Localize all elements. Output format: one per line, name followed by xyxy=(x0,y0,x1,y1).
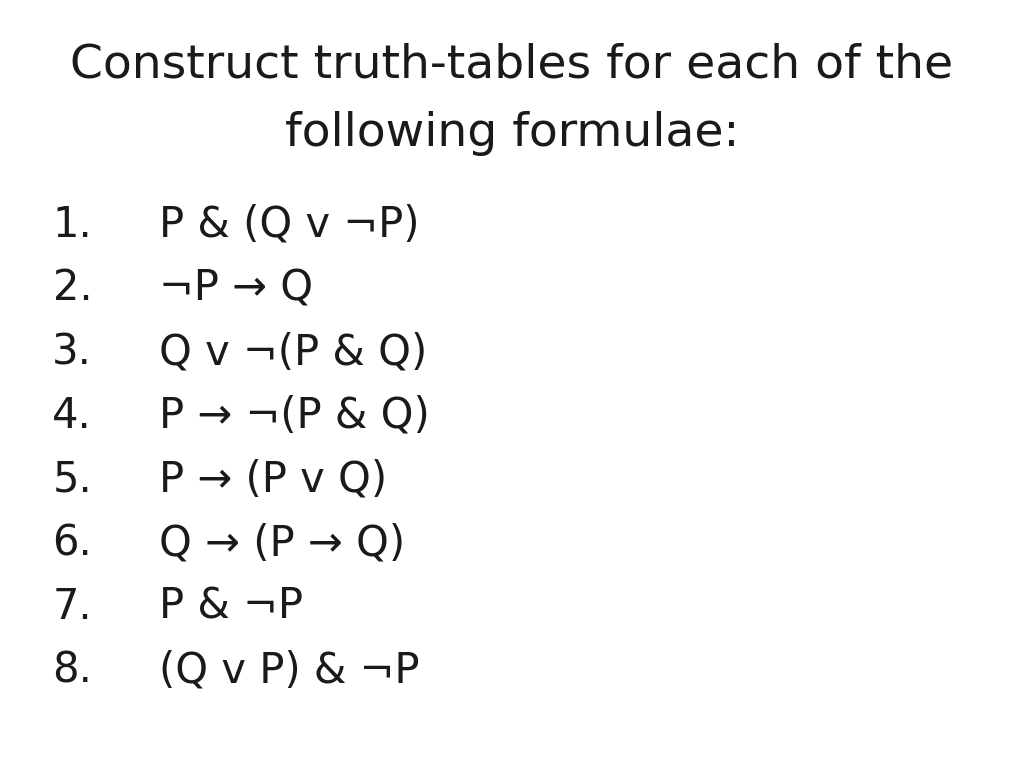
Text: ¬P → Q: ¬P → Q xyxy=(159,267,313,310)
Text: (Q v P) & ¬P: (Q v P) & ¬P xyxy=(159,650,419,692)
Text: P & ¬P: P & ¬P xyxy=(159,586,303,628)
Text: following formulae:: following formulae: xyxy=(285,111,739,157)
Text: 8.: 8. xyxy=(52,650,92,692)
Text: P → (P v Q): P → (P v Q) xyxy=(159,458,387,501)
Text: Q → (P → Q): Q → (P → Q) xyxy=(159,522,404,564)
Text: Q v ¬(P & Q): Q v ¬(P & Q) xyxy=(159,331,427,373)
Text: 2.: 2. xyxy=(52,267,92,310)
Text: Construct truth-tables for each of the: Construct truth-tables for each of the xyxy=(71,42,953,88)
Text: P & (Q v ¬P): P & (Q v ¬P) xyxy=(159,204,419,246)
Text: 3.: 3. xyxy=(52,331,92,373)
Text: 4.: 4. xyxy=(52,395,92,437)
Text: 7.: 7. xyxy=(52,586,92,628)
Text: 6.: 6. xyxy=(52,522,92,564)
Text: P → ¬(P & Q): P → ¬(P & Q) xyxy=(159,395,429,437)
Text: 1.: 1. xyxy=(52,204,92,246)
Text: 5.: 5. xyxy=(52,458,92,501)
